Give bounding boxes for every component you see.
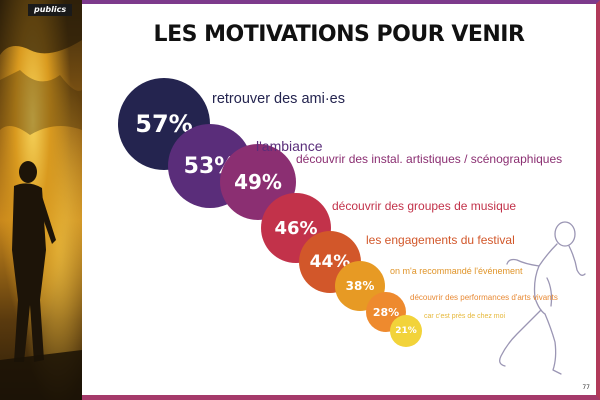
page-number: 77 <box>582 384 590 391</box>
bubble-label: les engagements du festival <box>366 233 515 248</box>
bubble-8: 21% <box>390 315 422 347</box>
bubble-label: découvrir des instal. artistiques / scén… <box>296 152 563 167</box>
bubble-label: car c'est près de chez moi <box>424 312 506 320</box>
bubble-label: retrouver des ami·es <box>212 91 345 108</box>
festival-photo <box>0 0 82 400</box>
bubble-label: découvrir des groupes de musique <box>332 198 517 213</box>
bubble-3: 49% <box>220 144 296 220</box>
bubble-percent: 21% <box>395 326 417 336</box>
bubble-label: l'ambiance <box>256 137 323 154</box>
section-tag: publics <box>28 4 73 16</box>
page-title: LES MOTIVATIONS POUR VENIR <box>153 22 525 47</box>
bubble-label: découvrir des performances d'arts vivant… <box>410 293 558 302</box>
bubble-percent: 46% <box>274 217 318 239</box>
bubble-percent: 28% <box>372 305 400 319</box>
dancer-illustration <box>499 221 586 375</box>
bubble-percent: 44% <box>309 252 351 272</box>
bubble-percent: 38% <box>345 279 375 293</box>
bubble-label: on m'a recommandé l'événement <box>390 266 523 277</box>
bubble-percent: 49% <box>234 170 282 194</box>
